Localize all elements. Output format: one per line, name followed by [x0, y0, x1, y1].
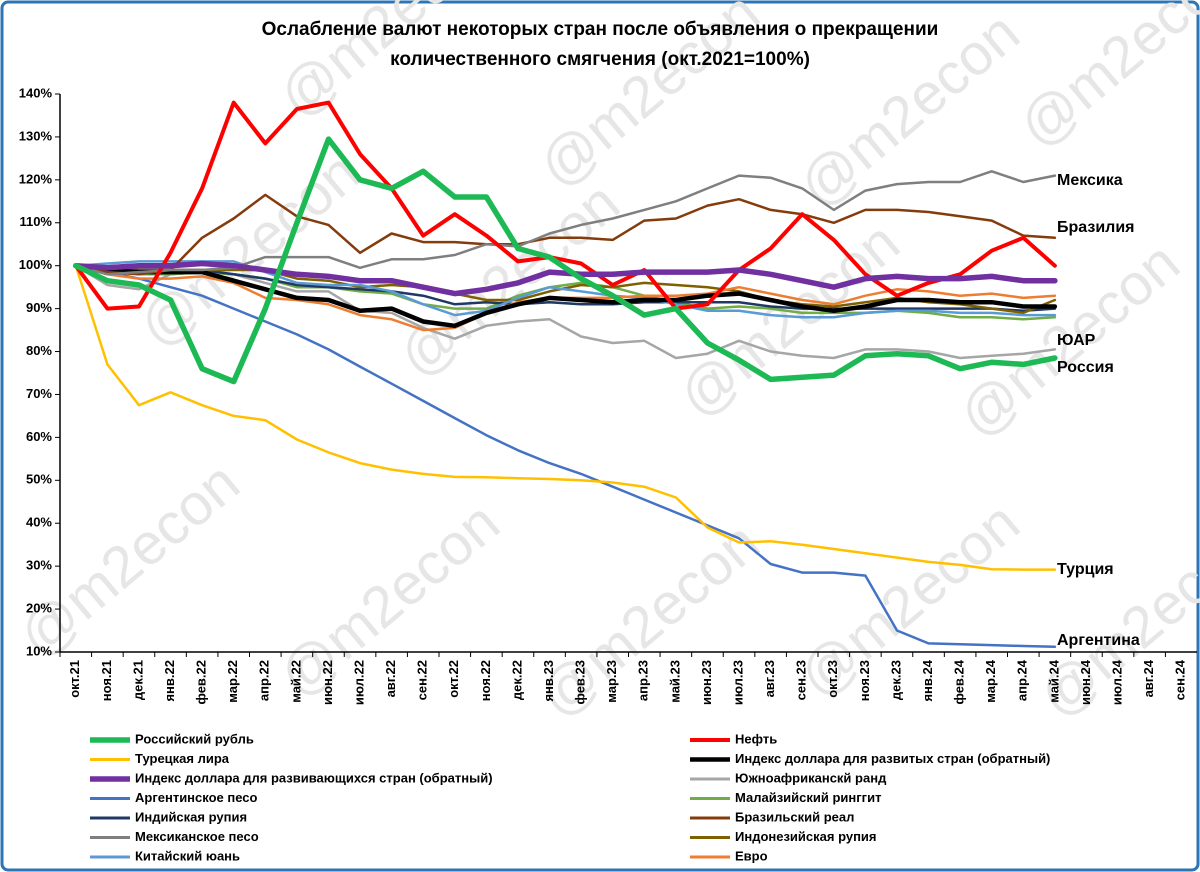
y-tick-label: 110%	[19, 214, 52, 229]
legend-label: Китайский юань	[135, 848, 240, 863]
chart-title: количественного смягчения (окт.2021=100%…	[390, 49, 810, 70]
legend-label: Индийская рупия	[135, 809, 247, 824]
x-tick-label: фев.23	[573, 660, 588, 705]
annotation: Россия	[1057, 359, 1114, 376]
series-line	[74, 264, 1057, 649]
x-tick-label: апр.23	[636, 660, 651, 701]
x-tick-label: ноя.23	[857, 660, 872, 701]
x-tick-label: май.23	[667, 660, 682, 703]
legend-label: Бразильский реал	[735, 809, 854, 824]
x-tick-label: сен.24	[1173, 659, 1188, 700]
x-tick-label: мар.22	[225, 660, 240, 703]
x-tick-label: июн.22	[320, 660, 335, 705]
x-tick-label: авг.24	[1141, 659, 1156, 697]
legend-label: Евро	[735, 848, 768, 863]
x-tick-label: дек.23	[888, 660, 903, 700]
x-tick-label: окт.21	[67, 660, 82, 698]
series-line	[73, 260, 1058, 297]
series-line	[74, 264, 1057, 313]
x-tick-label: апр.22	[257, 660, 272, 701]
y-tick-label: 60%	[26, 429, 52, 444]
x-tick-label: сен.23	[794, 660, 809, 700]
x-tick-label: фев.22	[194, 660, 209, 705]
y-tick-label: 70%	[26, 386, 52, 401]
x-tick-label: июл.23	[730, 660, 745, 705]
x-tick-label: апр.24	[1015, 659, 1030, 701]
x-tick-label: окт.23	[825, 660, 840, 698]
x-tick-label: сен.22	[415, 660, 430, 700]
x-tick-label: май.24	[1046, 659, 1061, 703]
series-line	[74, 264, 1057, 571]
x-tick-label: мар.24	[983, 659, 998, 702]
series-line	[74, 260, 1057, 319]
y-tick-label: 20%	[26, 601, 52, 616]
y-tick-label: 140%	[19, 85, 53, 100]
y-tick-label: 50%	[26, 472, 52, 487]
legend-label: Российский рубль	[135, 731, 254, 746]
series-line	[73, 136, 1058, 385]
x-tick-label: янв.22	[162, 660, 177, 702]
y-tick-label: 80%	[26, 343, 52, 358]
y-tick-label: 120%	[19, 171, 53, 186]
legend-label: Аргентинское песо	[135, 790, 258, 805]
x-tick-label: авг.22	[383, 660, 398, 697]
annotation: Бразилия	[1057, 219, 1135, 236]
legend-label: Южноафриканскй ранд	[735, 770, 887, 785]
legend-label: Индонезийская рупия	[735, 829, 877, 844]
x-tick-label: июл.24	[1109, 659, 1124, 705]
x-tick-label: дек.21	[130, 660, 145, 700]
x-tick-label: янв.23	[541, 660, 556, 702]
series-line	[73, 263, 1058, 329]
x-tick-label: май.22	[288, 660, 303, 703]
x-tick-label: июн.23	[699, 660, 714, 705]
y-tick-label: 100%	[19, 257, 53, 272]
x-tick-label: фев.24	[952, 659, 967, 704]
x-tick-label: ноя.21	[99, 660, 114, 701]
chart-title: Ослабление валют некоторых стран после о…	[262, 19, 939, 40]
legend-label: Нефть	[735, 731, 777, 746]
y-tick-label: 10%	[26, 643, 52, 658]
legend-label: Турецкая лира	[135, 751, 230, 766]
x-tick-label: ноя.22	[478, 660, 493, 701]
legend-label: Индекс доллара для развивающихся стран (…	[135, 770, 493, 785]
x-tick-label: июл.22	[351, 660, 366, 705]
y-tick-label: 30%	[26, 558, 52, 573]
x-tick-label: июн.24	[1078, 659, 1093, 705]
series-line	[73, 100, 1057, 311]
annotation: Турция	[1057, 561, 1114, 578]
x-tick-label: авг.23	[762, 660, 777, 697]
annotation: ЮАР	[1057, 332, 1096, 349]
annotation: Мексика	[1057, 172, 1123, 189]
y-tick-label: 40%	[26, 515, 52, 530]
legend-label: Мексиканское песо	[135, 829, 259, 844]
y-tick-label: 90%	[26, 300, 52, 315]
annotation: Аргентина	[1057, 632, 1140, 649]
legend-label: Малайзийский ринггит	[735, 790, 881, 805]
x-tick-label: дек.22	[509, 660, 524, 700]
x-tick-label: мар.23	[604, 660, 619, 703]
series-line	[74, 193, 1057, 276]
x-tick-label: янв.24	[920, 659, 935, 701]
y-tick-label: 130%	[19, 128, 53, 143]
legend-label: Индекс доллара для развитых стран (обрат…	[735, 751, 1050, 766]
x-tick-label: окт.22	[446, 660, 461, 698]
